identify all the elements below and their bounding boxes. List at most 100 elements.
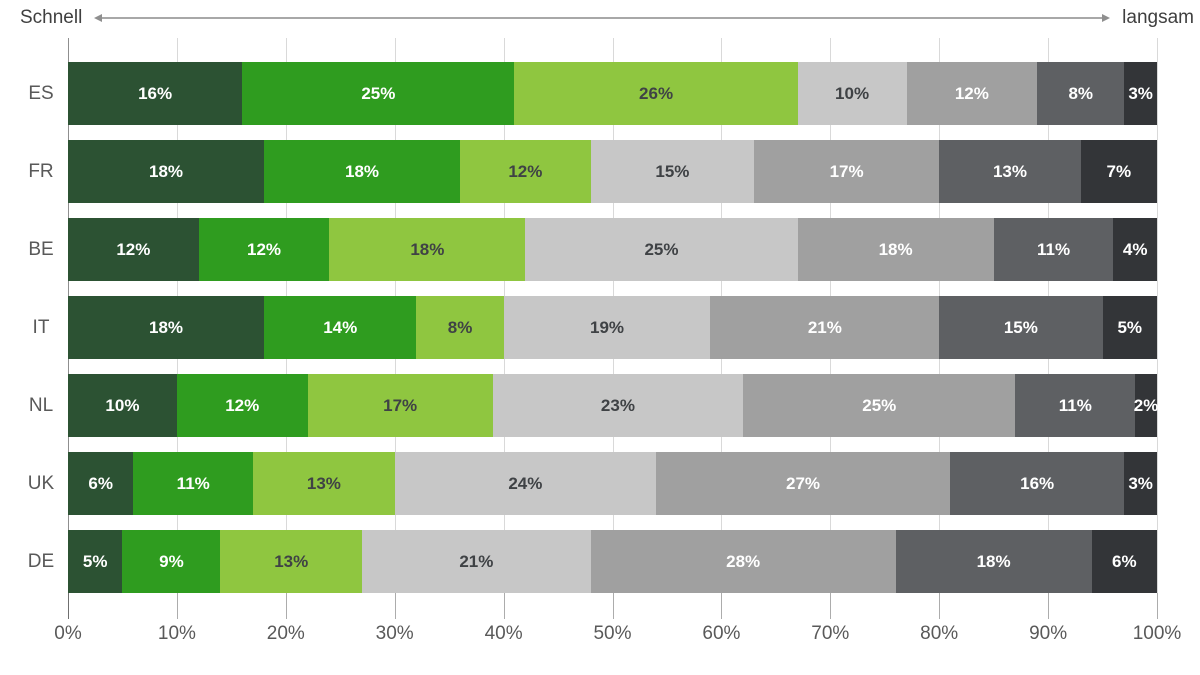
bar-segment-schnell-1: 16% bbox=[68, 62, 243, 125]
gridline bbox=[1157, 38, 1158, 593]
segment-value-label: 10% bbox=[835, 83, 870, 103]
row-label-nl: NL bbox=[28, 394, 54, 416]
bar-segment-langsam-3: 5% bbox=[1102, 296, 1157, 359]
x-tick-label: 80% bbox=[920, 623, 959, 644]
segment-value-label: 16% bbox=[1020, 473, 1055, 493]
segment-value-label: 17% bbox=[383, 395, 418, 415]
segment-value-label: 26% bbox=[639, 83, 674, 103]
bar-segment-langsam-3: 4% bbox=[1113, 218, 1157, 281]
bar-segment-schnell-1: 5% bbox=[68, 530, 123, 593]
bar-segment-langsam-3: 2% bbox=[1133, 374, 1159, 437]
bar-segment-langsam-2: 13% bbox=[939, 140, 1081, 203]
axis-tick bbox=[830, 593, 832, 619]
x-tick-label: 70% bbox=[811, 623, 850, 644]
x-tick-label: 30% bbox=[375, 623, 414, 644]
arrow-left-head-icon bbox=[94, 14, 103, 22]
direction-left-label: Schnell bbox=[20, 7, 83, 28]
row-label-es: ES bbox=[28, 82, 54, 104]
x-tick-label: 50% bbox=[593, 623, 632, 644]
bar-segment-schnell-1: 18% bbox=[68, 296, 265, 359]
direction-header: Schnell langsam bbox=[20, 4, 1194, 32]
segment-value-label: 14% bbox=[323, 317, 358, 337]
segment-value-label: 12% bbox=[508, 161, 543, 181]
bar-segment-schnell-2: 14% bbox=[264, 296, 417, 359]
bar-segment-schnell-3: 8% bbox=[416, 296, 504, 359]
segment-value-label: 16% bbox=[138, 83, 173, 103]
bar-segment-schnell-1: 12% bbox=[68, 218, 199, 281]
row-label-be: BE bbox=[28, 238, 54, 260]
bar-row-es: ES 16% 25% 26% 10% 12% 8% 3% bbox=[28, 62, 1157, 125]
bar-segment-mittel: 23% bbox=[492, 374, 744, 437]
segment-value-label: 12% bbox=[954, 83, 989, 103]
segment-value-label: 6% bbox=[88, 473, 113, 493]
bar-row-de: DE 5% 9% 13% 21% 28% 18% 6% bbox=[28, 530, 1157, 593]
bar-segment-langsam-1: 12% bbox=[906, 62, 1038, 125]
bar-segment-langsam-3: 3% bbox=[1124, 452, 1157, 515]
bar-segment-langsam-3: 6% bbox=[1091, 530, 1157, 593]
segment-value-label: 21% bbox=[459, 551, 494, 571]
bar-segment-schnell-3: 18% bbox=[329, 218, 526, 281]
bar-segment-schnell-3: 12% bbox=[460, 140, 591, 203]
segment-value-label: 12% bbox=[246, 239, 282, 259]
axis-tick bbox=[394, 593, 396, 619]
segment-value-label: 10% bbox=[105, 395, 140, 415]
axis-tick bbox=[176, 593, 178, 619]
segment-value-label: 9% bbox=[159, 551, 184, 571]
bar-row-uk: UK 6% 11% 13% 24% 27% 16% 3% bbox=[28, 452, 1157, 515]
x-tick-label: 60% bbox=[702, 623, 741, 644]
bar-segment-schnell-2: 11% bbox=[133, 452, 254, 515]
x-tick-label: 100% bbox=[1132, 623, 1182, 644]
bar-segment-schnell-3: 13% bbox=[220, 530, 362, 593]
segment-value-label: 11% bbox=[1058, 395, 1092, 415]
segment-value-label: 15% bbox=[1003, 317, 1038, 337]
axis-tick bbox=[1048, 593, 1050, 619]
segment-value-label: 25% bbox=[644, 239, 679, 259]
bar-segment-schnell-2: 18% bbox=[264, 140, 461, 203]
x-tick-label: 20% bbox=[266, 623, 305, 644]
bar-segment-schnell-1: 6% bbox=[68, 452, 134, 515]
x-axis: 0% 10% 20% 30% 40% 50% 60% 70% 80% 90% 100% bbox=[54, 623, 1181, 663]
segment-value-label: 6% bbox=[1111, 551, 1137, 571]
bar-row-be: BE 12% 12% 18% 25% 18% 11% 4% bbox=[28, 218, 1157, 281]
segment-value-label: 12% bbox=[225, 395, 260, 415]
segment-value-label: 18% bbox=[345, 161, 380, 181]
bar-segment-langsam-2: 18% bbox=[895, 530, 1092, 593]
axis-tick bbox=[939, 593, 941, 619]
arrow-right-head-icon bbox=[1102, 14, 1111, 22]
segment-value-label: 12% bbox=[116, 239, 151, 259]
bar-segment-schnell-3: 17% bbox=[307, 374, 493, 437]
bar-segment-mittel: 10% bbox=[797, 62, 907, 125]
bar-segment-schnell-1: 10% bbox=[68, 374, 177, 437]
x-tick-label: 40% bbox=[484, 623, 523, 644]
arrow-shaft bbox=[102, 17, 1103, 19]
bar-segment-langsam-2: 11% bbox=[1015, 374, 1136, 437]
axis-tick bbox=[721, 593, 723, 619]
x-tick-label: 0% bbox=[54, 623, 82, 644]
segment-value-label: 25% bbox=[361, 83, 396, 103]
bar-segment-langsam-2: 16% bbox=[950, 452, 1125, 515]
segment-value-label: 27% bbox=[786, 473, 821, 493]
bar-segment-mittel: 21% bbox=[362, 530, 591, 593]
axis-tick bbox=[285, 593, 287, 619]
bar-segment-mittel: 24% bbox=[394, 452, 657, 515]
segment-value-label: 13% bbox=[992, 161, 1027, 181]
bar-row-fr: FR 18% 18% 12% 15% 17% 13% 7% bbox=[28, 140, 1157, 203]
segment-value-label: 5% bbox=[82, 551, 108, 571]
segment-value-label: 7% bbox=[1106, 161, 1132, 181]
segment-value-label: 13% bbox=[274, 551, 309, 571]
bar-segment-schnell-2: 25% bbox=[242, 62, 515, 125]
segment-value-label: 4% bbox=[1122, 239, 1148, 259]
bar-segment-schnell-3: 13% bbox=[253, 452, 395, 515]
row-label-uk: UK bbox=[27, 472, 55, 494]
segment-value-label: 2% bbox=[1133, 395, 1159, 415]
axis-tick bbox=[612, 593, 614, 619]
row-label-it: IT bbox=[32, 316, 50, 338]
x-tick-label: 90% bbox=[1029, 623, 1068, 644]
chart-body: ES 16% 25% 26% 10% 12% 8% 3% FR 18% 18% 12% 15% 17% 13… bbox=[20, 38, 1194, 663]
segment-value-label: 25% bbox=[862, 395, 897, 415]
bar-segment-langsam-1: 17% bbox=[754, 140, 940, 203]
bar-row-it: IT 18% 14% 8% 19% 21% 15% 5% bbox=[33, 296, 1157, 359]
segment-value-label: 23% bbox=[600, 395, 635, 415]
bar-segment-langsam-1: 18% bbox=[797, 218, 994, 281]
bar-segment-langsam-2: 11% bbox=[993, 218, 1114, 281]
